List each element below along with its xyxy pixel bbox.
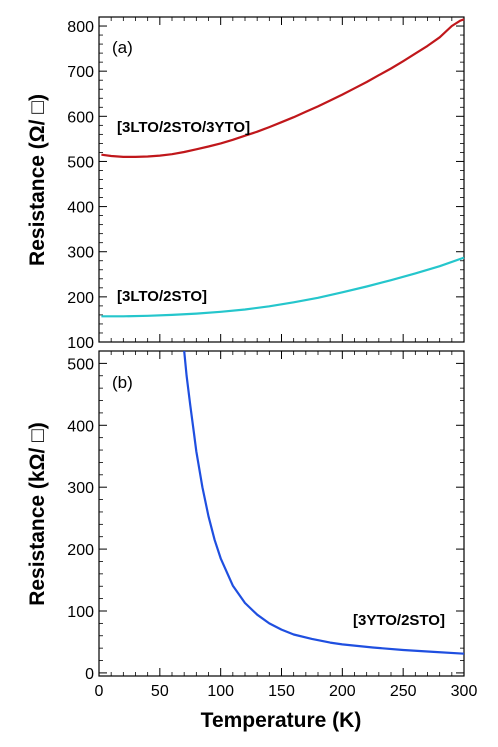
panel-b: 0 100 200 300 400 500 0 50 100 150 200 250 300 (b) [… — [26, 350, 477, 732]
panel-a-ylabel: Resistance (Ω/ □) — [26, 94, 49, 266]
series-line-3yto-2sto — [183, 350, 465, 655]
y-tick-label-a-400: 400 — [67, 200, 94, 217]
x-axis-title: Temperature (K) — [201, 709, 362, 732]
y-tick-label-a-100: 100 — [67, 335, 94, 352]
y-tick-label-b-200: 200 — [67, 542, 94, 559]
panel-a: 100 200 300 400 500 600 700 800 (a) [3LTO/2STO/… — [26, 16, 465, 352]
y-tick-label-b-400: 400 — [67, 418, 94, 435]
x-tick-label-250: 250 — [390, 683, 417, 700]
y-tick-label-a-700: 700 — [67, 64, 94, 81]
x-tick-label-0: 0 — [95, 683, 104, 700]
x-tick-label-50: 50 — [151, 683, 169, 700]
y-tick-label-a-300: 300 — [67, 245, 94, 262]
y-tick-label-a-500: 500 — [67, 154, 94, 171]
x-tick-label-300: 300 — [451, 683, 478, 700]
y-tick-label-b-100: 100 — [67, 604, 94, 621]
series-line-3lto-2sto — [101, 256, 465, 318]
y-tick-label-b-300: 300 — [67, 480, 94, 497]
y-tick-label-b-0: 0 — [85, 666, 94, 683]
panel-a-series — [101, 18, 465, 318]
y-tick-label-b-500: 500 — [67, 356, 94, 373]
panel-b-ylabel: Resistance (kΩ/ □) — [26, 422, 49, 606]
x-tick-label-150: 150 — [268, 683, 295, 700]
panel-b-label: (b) — [112, 373, 133, 392]
series-line-3lto-2sto-3yto — [101, 18, 465, 158]
series-label-3lto-2sto-3yto: [3LTO/2STO/3YTO] — [117, 119, 250, 136]
x-tick-label-100: 100 — [207, 683, 234, 700]
panel-a-label: (a) — [112, 38, 133, 57]
series-label-3yto-2sto: [3YTO/2STO] — [353, 612, 445, 629]
panel-a-ticks: 100 200 300 400 500 600 700 800 — [67, 17, 465, 352]
series-label-3lto-2sto: [3LTO/2STO] — [117, 288, 207, 305]
panel-b-series — [183, 350, 465, 655]
y-tick-label-a-800: 800 — [67, 19, 94, 36]
y-tick-label-a-200: 200 — [67, 290, 94, 307]
y-tick-label-a-600: 600 — [67, 109, 94, 126]
panel-b-ticks: 0 100 200 300 400 500 0 50 100 150 200 250 300 — [67, 351, 477, 700]
x-tick-label-200: 200 — [329, 683, 356, 700]
